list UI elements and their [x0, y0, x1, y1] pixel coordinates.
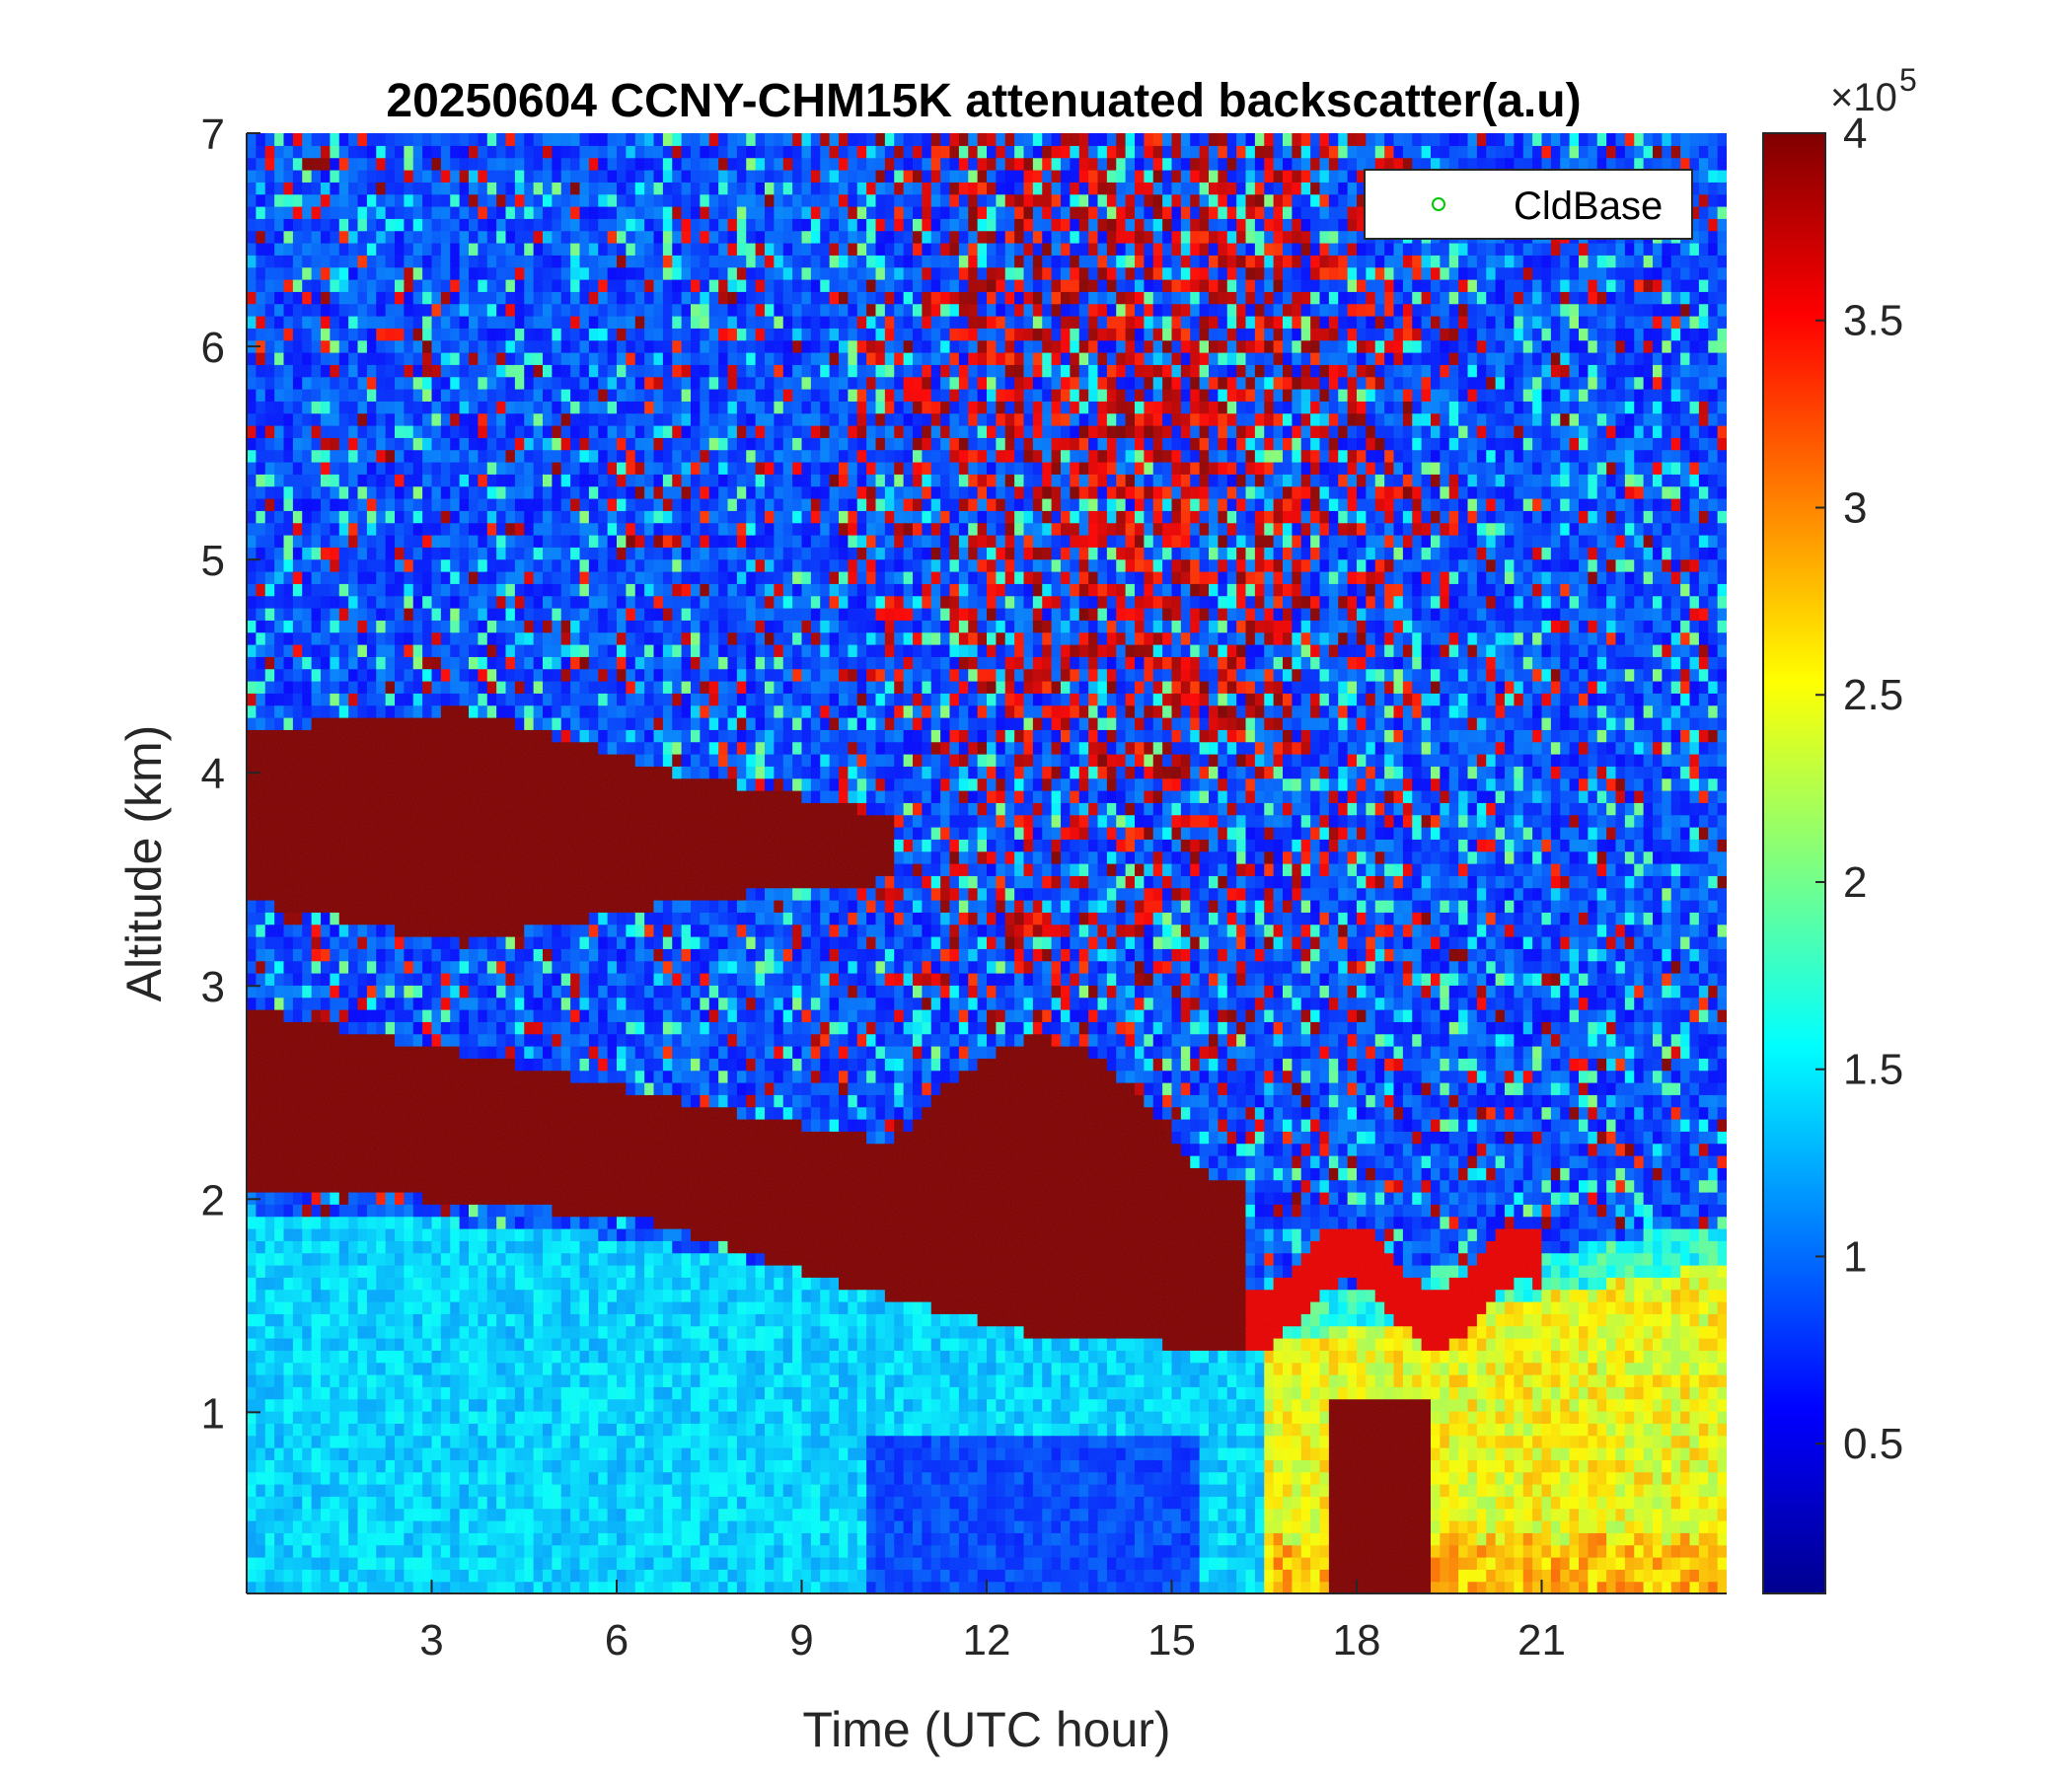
chart-title: 20250604 CCNY-CHM15K attenuated backscat…: [386, 75, 1581, 127]
heatmap-image: [247, 133, 1727, 1593]
